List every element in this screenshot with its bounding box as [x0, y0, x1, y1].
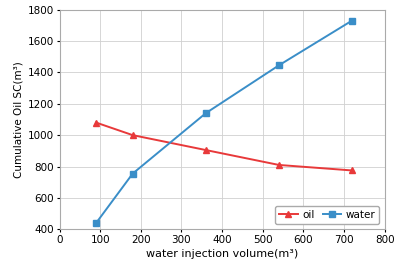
water — [276, 64, 281, 67]
Line: water: water — [93, 17, 356, 227]
oil — [94, 121, 98, 124]
water — [130, 172, 135, 175]
oil — [276, 163, 281, 167]
Legend: oil, water: oil, water — [275, 206, 380, 224]
oil — [130, 134, 135, 137]
water — [204, 112, 208, 115]
water — [94, 221, 98, 225]
oil — [350, 169, 354, 172]
Y-axis label: Cumulative Oil SC(m³): Cumulative Oil SC(m³) — [14, 61, 24, 178]
X-axis label: water injection volume(m³): water injection volume(m³) — [146, 249, 298, 259]
Line: oil: oil — [93, 119, 356, 174]
oil — [204, 148, 208, 152]
water — [350, 19, 354, 22]
